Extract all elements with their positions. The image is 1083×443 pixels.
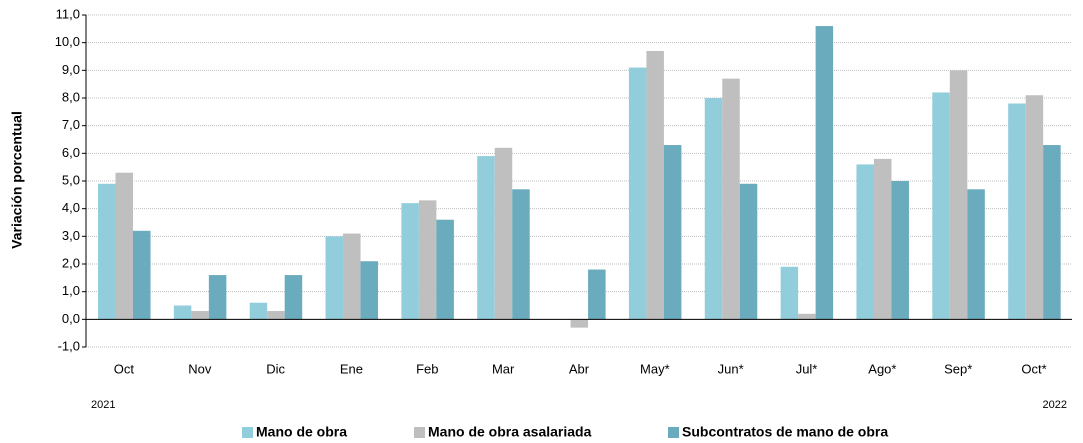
- y-axis-title: Variación porcentual: [9, 111, 25, 249]
- bar: [133, 230, 151, 320]
- x-tick-label: Mar: [492, 361, 515, 376]
- bar: [798, 313, 816, 320]
- x-tick-label: Oct*: [1021, 361, 1046, 376]
- bar: [325, 236, 344, 320]
- bar: [663, 145, 682, 320]
- bar: [343, 233, 361, 320]
- y-tick-label: 8,0: [62, 89, 80, 104]
- y-tick-label: 6,0: [62, 145, 80, 160]
- bar: [570, 319, 589, 328]
- bar: [967, 189, 985, 320]
- bar: [418, 200, 437, 320]
- x-tick-label: Nov: [188, 361, 212, 376]
- bar: [932, 92, 950, 320]
- bar: [949, 70, 968, 320]
- bar: [267, 311, 285, 320]
- y-tick-label: 3,0: [62, 228, 80, 243]
- bar: [98, 183, 116, 320]
- bar: [1008, 103, 1026, 320]
- y-tick-label: 2,0: [62, 255, 80, 270]
- bar: [360, 261, 379, 320]
- bar: [646, 50, 664, 320]
- legend-label: Mano de obra: [256, 424, 347, 440]
- bar: [739, 183, 758, 320]
- bar: [208, 275, 227, 320]
- bar: [891, 181, 909, 320]
- y-tick-label: -1,0: [58, 338, 80, 353]
- x-tick-label: Oct: [114, 361, 135, 376]
- year-label: 2022: [1043, 399, 1067, 411]
- y-tick-label: 11,0: [56, 6, 80, 21]
- x-tick-label: Abr: [569, 361, 590, 376]
- bar: [249, 302, 268, 320]
- bar: [436, 219, 454, 320]
- bar: [856, 164, 874, 320]
- bar: [1025, 95, 1044, 320]
- bar: [873, 158, 892, 320]
- legend-swatch: [668, 427, 679, 438]
- bar: [780, 266, 799, 320]
- y-tick-label: 9,0: [62, 62, 80, 77]
- x-tick-label: Jun*: [718, 361, 744, 376]
- x-tick-label: May*: [640, 361, 670, 376]
- y-tick-label: 0,0: [62, 311, 80, 326]
- bar: [815, 26, 834, 320]
- bar: [401, 203, 419, 320]
- legend-label: Mano de obra asalariada: [428, 424, 592, 440]
- bar: [588, 269, 606, 320]
- bar: [173, 305, 192, 320]
- legend-label: Subcontratos de mano de obra: [682, 424, 888, 440]
- x-tick-label: Sep*: [944, 361, 972, 376]
- y-tick-label: 5,0: [62, 172, 80, 187]
- y-tick-label: 1,0: [62, 283, 80, 298]
- legend-swatch: [414, 427, 425, 438]
- bar: [1043, 145, 1061, 320]
- x-tick-label: Feb: [416, 361, 438, 376]
- bar: [704, 98, 723, 320]
- bar: [477, 156, 495, 320]
- bar: [115, 172, 133, 320]
- y-tick-label: 7,0: [62, 117, 80, 132]
- x-tick-label: Ene: [340, 361, 363, 376]
- y-tick-label: 4,0: [62, 200, 80, 215]
- bar: [191, 311, 209, 320]
- bar: [628, 67, 647, 320]
- x-tick-label: Jul*: [796, 361, 818, 376]
- x-tick-label: Ago*: [868, 361, 896, 376]
- year-label: 2021: [91, 399, 115, 411]
- bar: [722, 78, 740, 320]
- y-tick-label: 10,0: [55, 34, 80, 49]
- bar: [284, 275, 303, 320]
- legend-swatch: [242, 427, 253, 438]
- x-tick-label: Dic: [266, 361, 285, 376]
- bar: [494, 147, 513, 320]
- bar: [512, 189, 530, 320]
